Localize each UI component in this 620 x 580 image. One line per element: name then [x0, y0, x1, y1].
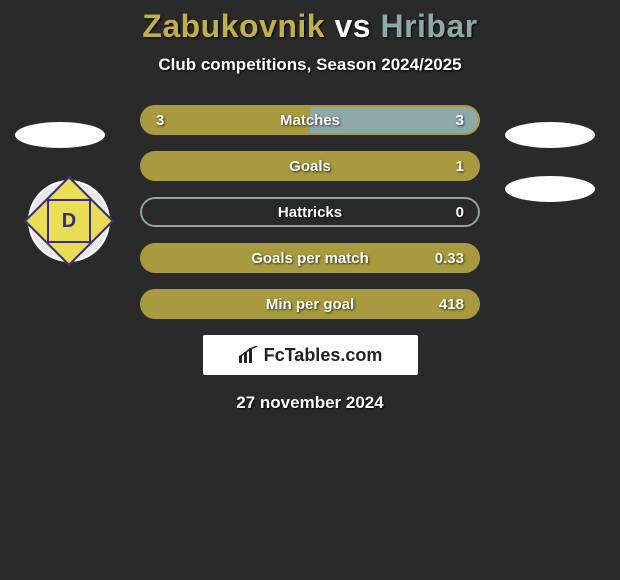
placeholder-oval: [15, 122, 105, 148]
stat-label: Hattricks: [278, 204, 342, 221]
page-title: Zabukovnik vs Hribar: [0, 8, 620, 45]
watermark-text: FcTables.com: [264, 345, 383, 366]
stat-right-value: 418: [439, 296, 464, 313]
stat-right-value: 1: [456, 158, 464, 175]
stat-label: Goals: [289, 158, 331, 175]
comparison-rows: 3 Matches 3 Goals 1 Hattricks 0 Goals per match…: [140, 105, 480, 319]
stat-row: Goals per match 0.33: [140, 243, 480, 273]
subtitle: Club competitions, Season 2024/2025: [0, 55, 620, 75]
stat-right-value: 3: [456, 112, 464, 129]
stat-row: Hattricks 0: [140, 197, 480, 227]
placeholder-oval: [505, 176, 595, 202]
placeholder-oval: [505, 122, 595, 148]
bars-icon: [238, 346, 260, 364]
stat-row: Goals 1: [140, 151, 480, 181]
stat-label: Matches: [280, 112, 340, 129]
stat-row: 3 Matches 3: [140, 105, 480, 135]
footer-date: 27 november 2024: [0, 393, 620, 413]
stat-right-value: 0.33: [435, 250, 464, 267]
title-left: Zabukovnik: [142, 8, 325, 44]
crest-letter: D: [47, 199, 91, 243]
club-crest: D: [28, 180, 110, 262]
stat-label: Min per goal: [266, 296, 354, 313]
stat-left-value: 3: [156, 112, 164, 129]
stat-right-value: 0: [456, 204, 464, 221]
title-right: Hribar: [380, 8, 477, 44]
watermark: FcTables.com: [203, 335, 418, 375]
stat-row: Min per goal 418: [140, 289, 480, 319]
title-vs: vs: [334, 8, 380, 44]
stat-label: Goals per match: [251, 250, 369, 267]
